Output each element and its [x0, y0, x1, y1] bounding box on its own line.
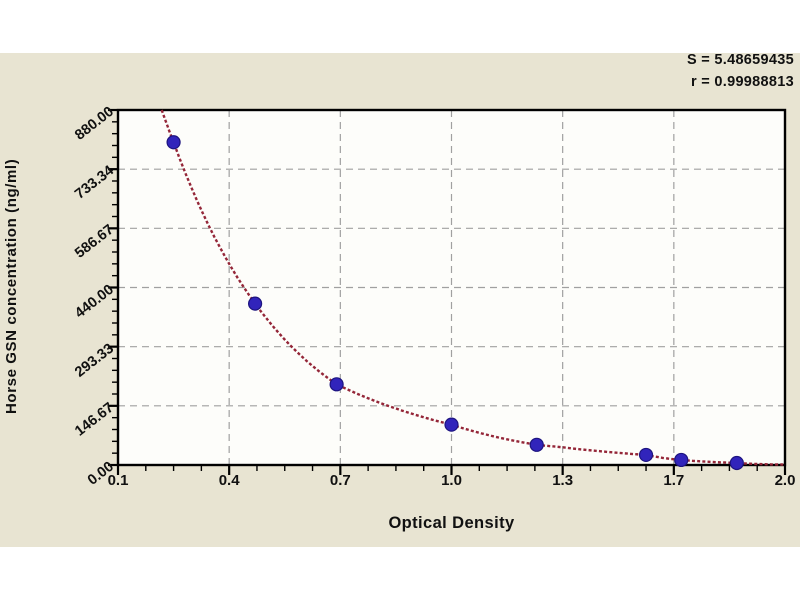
data-point	[674, 452, 689, 468]
fit-stat-s: S = 5.48659435	[686, 52, 794, 68]
x-tick-label: 1.0	[441, 472, 462, 489]
data-point	[329, 377, 344, 392]
data-point	[166, 135, 181, 150]
fit-stats-block: S = 5.48659435 r = 0.99988813	[687, 49, 794, 93]
data-point	[444, 417, 459, 432]
standard-curve	[160, 109, 786, 466]
data-point	[248, 296, 263, 311]
fit-stat-r: r = 0.99988813	[691, 74, 794, 90]
x-tick-label: 1.7	[663, 472, 685, 489]
x-tick-label: 0.4	[218, 472, 240, 489]
data-point	[729, 455, 744, 471]
plot-frame	[116, 108, 787, 467]
x-tick-label: 0.1	[107, 472, 129, 489]
x-axis-title: Optical Density	[388, 514, 515, 532]
data-point	[529, 437, 544, 452]
x-tick-label: 2.0	[774, 472, 796, 489]
x-tick-label: 0.7	[329, 472, 351, 489]
data-point	[638, 447, 654, 463]
x-tick-label: 1.3	[552, 472, 574, 489]
y-axis-title: Horse GSN concentration (ng/ml)	[3, 158, 20, 414]
